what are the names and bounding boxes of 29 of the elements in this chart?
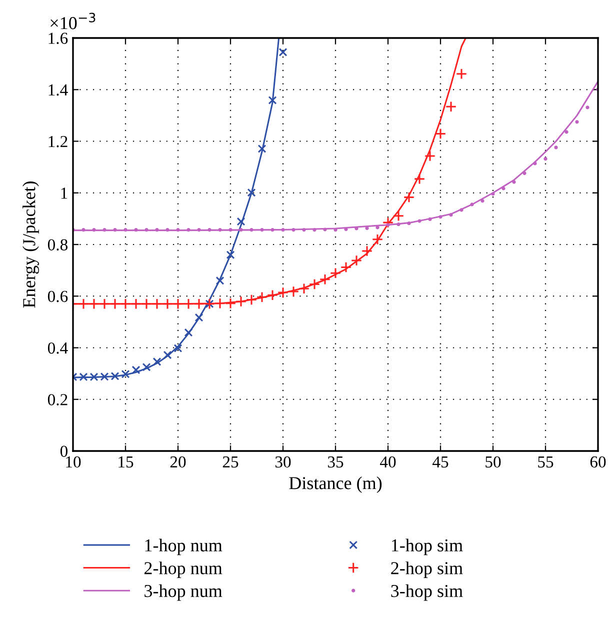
legend-label: 1-hop sim: [392, 538, 463, 556]
y-tick-label: 0.2: [48, 394, 68, 406]
y-tick-label: 0.8: [48, 239, 68, 251]
x-tick-label: 50: [486, 456, 501, 468]
x-tick-label: 30: [275, 456, 291, 468]
y-axis-title: Energy (J/packet): [22, 182, 39, 308]
legend-label: 2-hop sim: [391, 562, 463, 578]
x-tick-label: 35: [328, 456, 344, 468]
y-tick-label: 1: [61, 188, 68, 199]
y-tick-label: 1.4: [48, 84, 68, 96]
legend-label: 3-hop sim: [391, 584, 463, 601]
x-tick-label: 45: [432, 456, 448, 468]
text: ×10$^{−3}$: [50, 12, 96, 30]
x-tick-label: 55: [538, 456, 554, 468]
x-tick-label: 40: [380, 456, 396, 468]
y-tick-label: 1.2: [48, 136, 68, 148]
x-tick-label: 25: [222, 456, 238, 468]
y-tick-label: 0.6: [48, 290, 68, 302]
y-tick-label: 1.6: [48, 32, 68, 44]
y-tick-label: 0: [60, 446, 68, 457]
legend-label: 2-hop num: [144, 562, 222, 578]
x-tick-label: 20: [170, 456, 186, 468]
x-tick-label: 10: [66, 456, 81, 468]
x-axis-title: Distance (m): [289, 476, 382, 493]
x-tick-label: 15: [118, 456, 134, 468]
legend-label: 3-hop num: [144, 584, 222, 601]
legend-label: 1-hop num: [145, 538, 222, 556]
x-tick-label: 60: [590, 456, 606, 468]
y-tick-label: 0.4: [48, 342, 68, 354]
